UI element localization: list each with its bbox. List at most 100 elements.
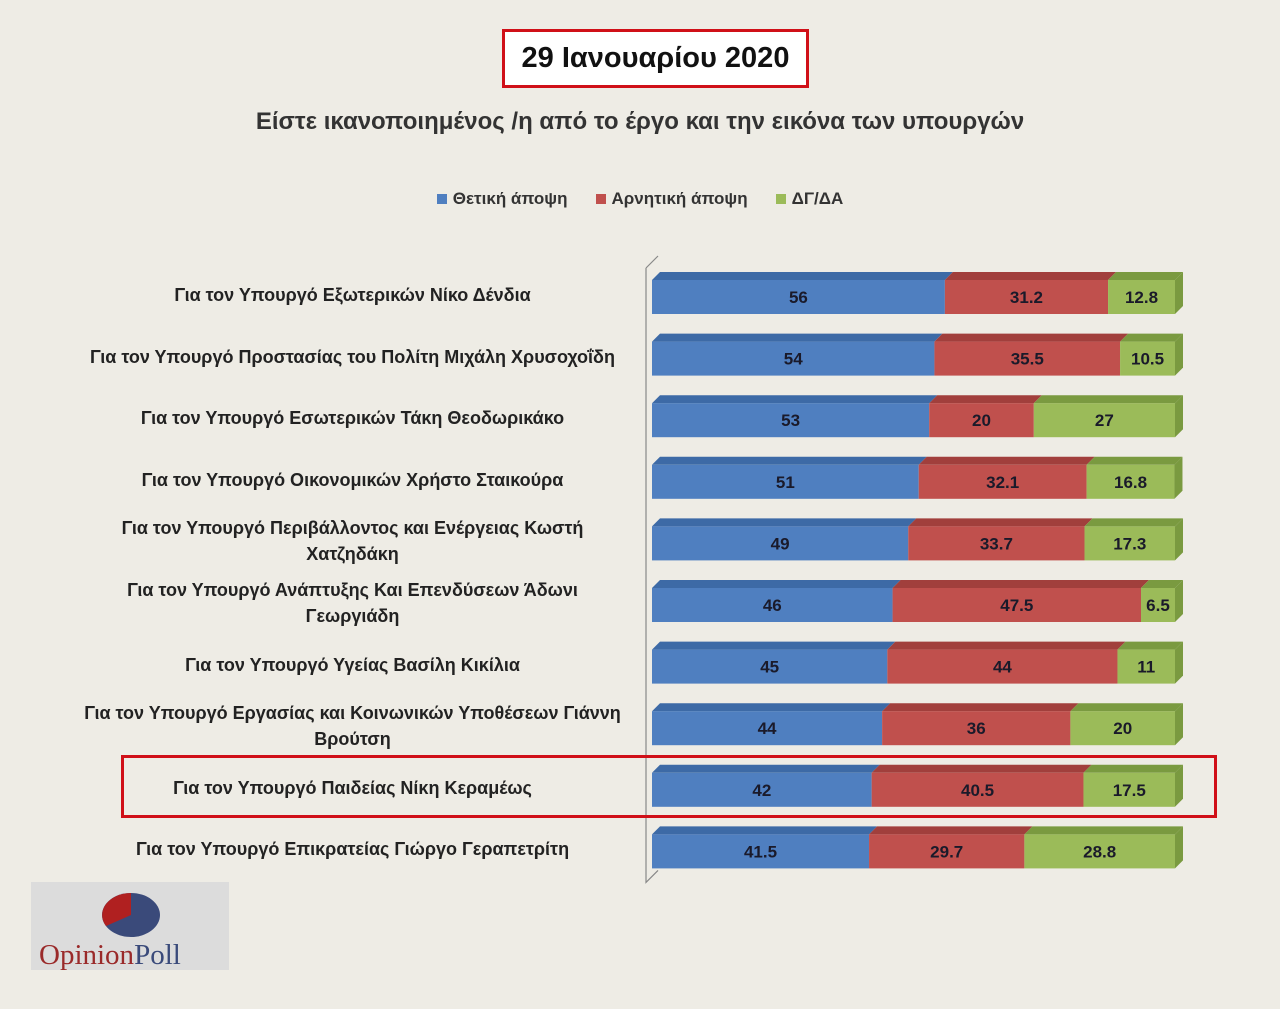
bar-top (892, 580, 1150, 588)
svg-text:OpinionPoll: OpinionPoll (39, 939, 181, 970)
bar-segment (944, 280, 1109, 314)
bar-top (652, 703, 891, 712)
legend-swatch (436, 194, 447, 204)
bar-segment (652, 526, 909, 561)
bar-top (1108, 272, 1183, 280)
legend-item-negative: Αρνητική άποψη (595, 189, 748, 209)
bar-top (652, 272, 953, 280)
data-label: 32.1 (986, 473, 1019, 492)
bar-side (1175, 703, 1183, 746)
bar-top (1084, 518, 1183, 527)
bar-segment (652, 280, 945, 314)
category-label: Για τον Υπουργό Υγείας Βασίλη Κικίλια (185, 654, 520, 675)
legend-label: ΔΓ/ΔΑ (791, 189, 844, 208)
bar-segment (652, 649, 888, 684)
data-label: 28.8 (1083, 842, 1116, 861)
date-text: 29 Ιανουαρίου 2020 (521, 42, 790, 74)
bar-top (652, 518, 917, 527)
bar-segment (652, 834, 870, 869)
bar-top (882, 703, 1079, 712)
bar-segment (869, 834, 1025, 869)
bar-top (652, 826, 878, 835)
bar-segment (934, 341, 1121, 376)
bar-side (1175, 580, 1183, 622)
category-label: Για τον Υπουργό Ανάπτυξης Και Επενδύσεων… (127, 580, 578, 626)
bar-top (944, 272, 1117, 280)
bar-top (652, 333, 943, 342)
legend-swatch (775, 194, 786, 204)
legend-label: Αρνητική άποψη (611, 189, 748, 208)
data-label: 41.5 (744, 842, 777, 861)
bar-segment (929, 403, 1034, 438)
bar-top (871, 764, 1092, 773)
bar-side (1175, 518, 1183, 561)
bar-segment (1141, 588, 1175, 622)
bar-top (1083, 764, 1183, 773)
bar-segment (1083, 772, 1175, 807)
data-label: 20 (1113, 719, 1132, 738)
data-label: 54 (784, 350, 803, 369)
bar-top (918, 456, 1095, 465)
data-label: 47.5 (1000, 596, 1033, 615)
legend-swatch (595, 194, 606, 204)
data-label: 40.5 (961, 781, 994, 800)
bar-top (1141, 580, 1183, 588)
data-label: 42 (752, 781, 771, 800)
data-label: 36 (967, 719, 986, 738)
data-label: 53 (781, 411, 800, 430)
data-label: 45 (760, 658, 779, 677)
data-label: 11 (1137, 658, 1155, 677)
bar-top (929, 395, 1042, 404)
bar-side (1174, 456, 1183, 499)
data-label: 46 (763, 596, 782, 615)
bar-top (1086, 456, 1183, 465)
bar-segment (1086, 464, 1175, 499)
bar-top (652, 456, 927, 465)
data-label: 51 (776, 473, 795, 492)
bar-top (652, 764, 880, 773)
bar-top (1033, 395, 1183, 404)
bar-segment (908, 526, 1085, 561)
bar-top (887, 641, 1126, 650)
bar-segment (652, 403, 930, 438)
highlight-box (121, 755, 1217, 818)
category-label: Για τον Υπουργό Παιδείας Νίκη Κεραμέως (173, 777, 532, 798)
chart-title: Είστε ικανοποιημένος /η από το έργο και … (255, 108, 1025, 135)
bar-side (1175, 272, 1183, 314)
opinionpoll-logo: OpinionPoll (31, 882, 229, 971)
category-label: Για τον Υπουργό Εξωτερικών Νίκο Δένδια (174, 285, 531, 305)
bar-segment (892, 588, 1142, 622)
bar-top (652, 580, 901, 588)
bar-side (1175, 764, 1183, 807)
date-box: 29 Ιανουαρίου 2020 (502, 29, 809, 88)
bar-side (1175, 826, 1183, 869)
bar-top (869, 826, 1033, 835)
bar-segment (652, 341, 935, 376)
data-label: 33.7 (980, 534, 1013, 553)
data-label: 10.5 (1131, 350, 1164, 369)
category-label: Για τον Υπουργό Προστασίας του Πολίτη Μι… (90, 346, 615, 367)
data-label: 49 (771, 534, 790, 553)
data-label: 6.5 (1146, 596, 1170, 615)
data-label: 17.3 (1113, 534, 1146, 553)
bar-segment (887, 649, 1118, 684)
bar-segment (882, 711, 1071, 746)
data-label: 29.7 (930, 842, 963, 861)
bar-segment (1120, 341, 1175, 376)
bar-segment (1033, 403, 1175, 438)
category-label: Για τον Υπουργό Οικονομικών Χρήστο Σταικ… (141, 469, 564, 490)
bar-segment (1024, 834, 1175, 869)
bar-top (1120, 333, 1183, 342)
bar-segment (1084, 526, 1175, 561)
data-label: 27 (1095, 411, 1114, 430)
data-label: 56 (789, 288, 808, 307)
legend: Θετική άποψη Αρνητική άποψη ΔΓ/ΔΑ (0, 189, 1280, 209)
bar-segment (652, 464, 919, 499)
data-label: 20 (972, 411, 991, 430)
bar-segment (1108, 280, 1175, 314)
bar-side (1175, 395, 1183, 438)
data-label: 12.8 (1125, 288, 1158, 307)
bar-top (1024, 826, 1183, 835)
data-label: 35.5 (1011, 350, 1044, 369)
data-label: 44 (993, 658, 1012, 677)
